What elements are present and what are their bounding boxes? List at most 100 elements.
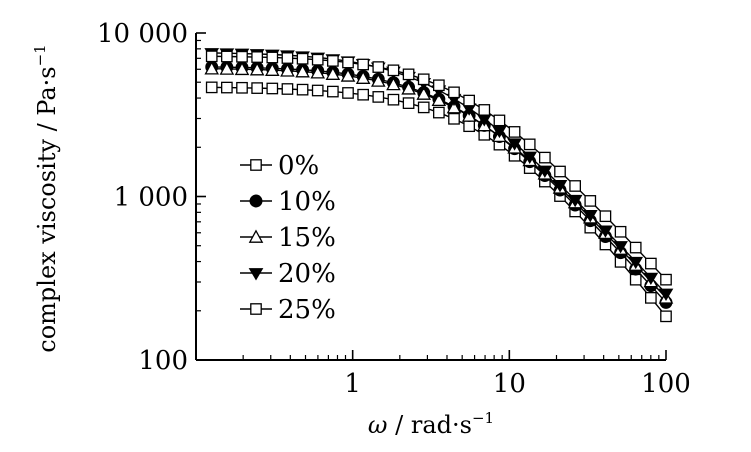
data-point [463,120,475,133]
legend-label: 10% [278,187,336,217]
legend-marker [250,159,262,171]
y-axis-title: complex viscosity / Pa·s−1 [31,44,61,352]
data-point [355,70,371,84]
data-point [357,58,369,71]
data-point [478,104,491,116]
data-point [219,61,235,75]
data-point [387,93,400,106]
data-point [266,51,279,64]
data-point [327,85,339,98]
data-point [417,101,430,114]
legend-label: 20% [278,259,336,289]
data-point [463,94,475,107]
data-point [234,61,250,76]
data-point [584,195,597,207]
data-point [205,81,218,94]
data-point [645,292,657,304]
data-point [417,73,430,86]
data-point [281,83,294,95]
series-15-pct [204,61,674,304]
legend-label: 15% [278,223,336,253]
legend-item: 0% [240,151,319,181]
data-point [660,310,672,323]
data-point [431,92,447,107]
y-title-text: complex viscosity / Pa·s [33,66,61,352]
data-point [296,83,309,96]
data-point [251,51,264,63]
data-point [342,56,354,69]
data-point [493,114,506,127]
legend-marker [248,268,264,281]
data-point [204,61,220,75]
data-point [327,55,339,67]
legend-item: 10% [240,187,336,217]
data-point [446,99,462,114]
data-point [629,273,642,286]
data-point [280,63,295,77]
x-tick-label: 1 [344,369,361,399]
data-point [660,273,672,286]
data-point [628,256,644,270]
axes: 1 10 100 100 1 000 10 000 [97,19,691,399]
data-point [539,151,551,164]
y-tick-label: 10 000 [97,19,188,49]
y-title-exponent: −1 [31,44,49,66]
data-point [643,272,659,286]
series-25-pct [205,50,672,286]
data-point [401,81,416,95]
data-point [433,106,445,119]
data-point [370,73,386,87]
data-point [221,81,233,94]
data-point [523,138,536,151]
series-group [204,48,674,323]
data-point [448,86,460,99]
data-point [613,241,628,254]
data-point [448,112,460,125]
data-point [402,97,415,109]
data-point [310,65,326,79]
data-point [416,86,432,100]
x-title-symbol: ω [368,411,388,439]
data-point [402,68,415,81]
legend-label: 0% [278,151,319,181]
y-tick-label: 100 [138,346,188,376]
x-title-unit: / rad·s [388,411,472,439]
x-tick-label: 100 [641,369,691,399]
data-point [554,165,566,178]
data-point [614,225,627,238]
legend: 0% 10% 15% 20% 25% [240,151,336,325]
data-point [582,210,598,223]
data-point [281,52,294,64]
data-point [508,126,521,138]
x-axis-title: ω / rad·s−1 [368,409,494,439]
x-title-exponent: −1 [472,409,494,427]
data-point [342,87,354,99]
data-point [325,66,341,80]
legend-item: 20% [240,259,336,289]
data-point [266,82,279,95]
data-point [236,81,248,94]
data-point [236,50,248,63]
data-point [598,225,613,238]
legend-marker [248,229,264,243]
data-point [372,91,385,103]
data-point [552,180,568,193]
data-point [251,82,264,94]
data-point [386,76,401,91]
x-tick-label: 10 [493,369,526,399]
data-point [522,151,538,164]
data-point [658,288,674,302]
data-point [599,210,612,223]
data-point [340,68,356,82]
data-point [645,257,657,270]
data-point [311,53,324,66]
data-point [507,138,522,151]
legend-item: 15% [240,223,336,253]
data-point [567,194,583,208]
data-point [372,61,385,73]
legend-marker [249,194,263,208]
data-point [569,180,581,192]
y-tick-label: 1 000 [114,183,188,213]
